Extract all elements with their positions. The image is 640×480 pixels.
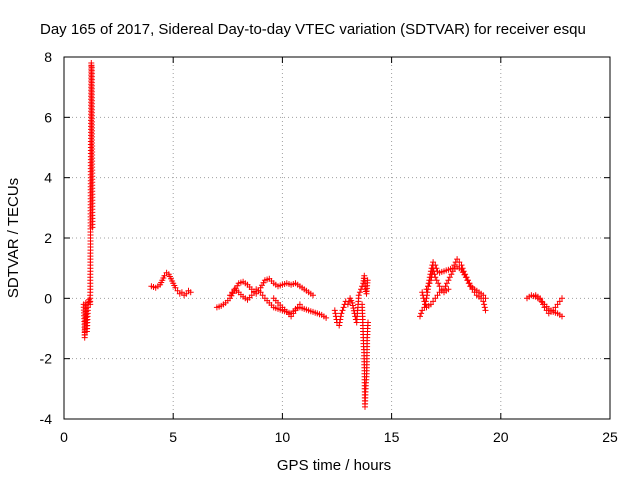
x-tick-label: 20 — [493, 429, 509, 445]
y-tick-label: -2 — [40, 351, 53, 367]
x-tick-labels: 0 5 10 15 20 25 — [60, 429, 618, 445]
data-point — [462, 274, 469, 281]
data-point — [338, 310, 345, 317]
data-point — [420, 295, 427, 302]
data-point — [331, 307, 338, 314]
data-point — [448, 271, 455, 278]
data-point — [344, 301, 351, 308]
data-point — [559, 295, 565, 302]
data-point — [426, 280, 433, 287]
data-point — [417, 313, 423, 320]
x-tick-label: 5 — [169, 429, 177, 445]
axis-ticks — [63, 56, 611, 420]
data-point — [364, 277, 371, 284]
data-point — [419, 292, 426, 299]
data-point — [365, 319, 371, 326]
x-tick-label: 25 — [602, 429, 618, 445]
data-point — [443, 280, 450, 287]
data-point — [446, 274, 453, 281]
data-point — [482, 295, 489, 302]
data-point — [430, 265, 437, 272]
data-point — [418, 310, 425, 317]
data-point — [433, 277, 440, 284]
y-tick-label: 6 — [44, 109, 52, 125]
data-point — [187, 289, 194, 296]
data-point — [356, 289, 363, 296]
x-tick-label: 10 — [275, 429, 291, 445]
data-point — [425, 283, 431, 290]
x-tick-label: 0 — [60, 429, 68, 445]
data-point — [336, 319, 343, 326]
data-point — [432, 262, 439, 269]
y-tick-label: 0 — [44, 290, 52, 306]
x-tick-label: 15 — [384, 429, 400, 445]
data-point — [431, 271, 438, 278]
data-point — [427, 277, 434, 284]
data-point — [538, 298, 545, 305]
data-point — [355, 292, 362, 299]
data-point — [442, 283, 449, 290]
data-point — [337, 313, 344, 320]
data-point — [481, 304, 488, 311]
data-point — [430, 298, 437, 305]
data-point — [323, 314, 330, 321]
data-points — [80, 60, 565, 410]
y-axis-label: SDTVAR / TECUs — [5, 178, 22, 298]
data-point — [537, 295, 544, 302]
y-tick-label: 2 — [44, 230, 52, 246]
data-point — [422, 301, 429, 308]
data-point — [89, 224, 96, 231]
data-point — [445, 286, 452, 293]
y-tick-label: 8 — [44, 49, 52, 65]
data-point — [464, 277, 471, 284]
data-point — [339, 307, 346, 314]
data-point — [465, 280, 472, 287]
data-point — [445, 277, 452, 284]
data-point — [480, 298, 487, 305]
x-axis-label: GPS time / hours — [277, 457, 391, 474]
y-tick-label: -4 — [40, 411, 53, 427]
y-tick-label: 4 — [44, 170, 52, 186]
y-tick-labels: -4 -2 0 2 4 6 8 — [40, 49, 53, 427]
data-point — [419, 289, 426, 296]
data-point — [481, 301, 488, 308]
data-point — [435, 280, 442, 287]
data-point — [556, 298, 563, 305]
data-point — [421, 298, 428, 305]
data-point — [430, 268, 437, 275]
data-point — [340, 304, 347, 311]
data-point — [482, 307, 489, 314]
data-point — [296, 301, 303, 308]
data-point — [349, 302, 356, 309]
data-point — [559, 313, 565, 320]
chart-title: Day 165 of 2017, Sidereal Day-to-day VTE… — [40, 21, 586, 38]
data-point — [310, 292, 316, 299]
data-point — [432, 274, 439, 281]
grid-lines — [64, 57, 610, 419]
